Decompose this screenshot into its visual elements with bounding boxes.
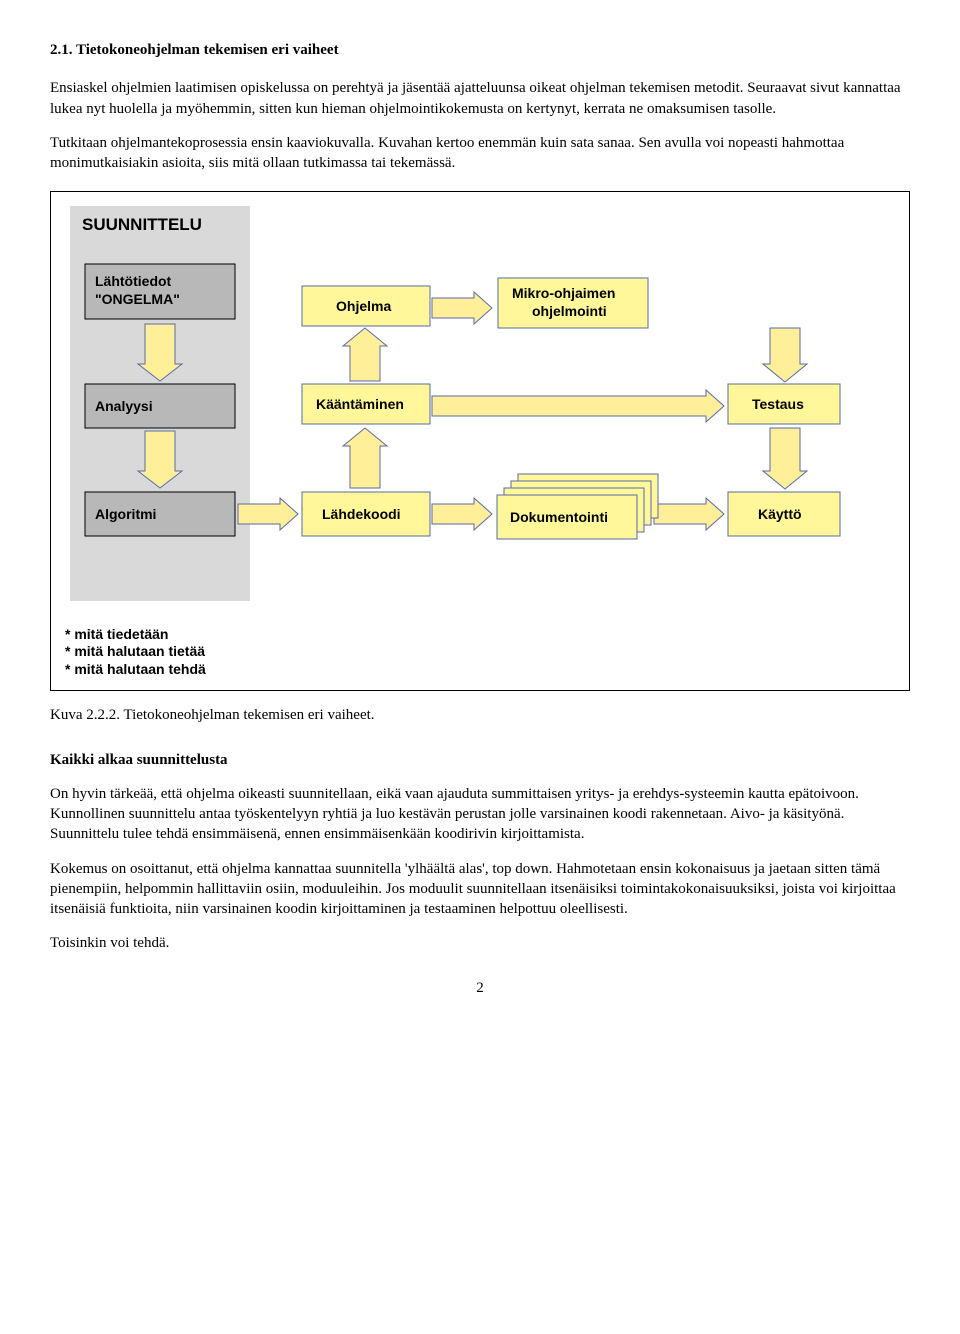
svg-text:"ONGELMA": "ONGELMA"	[95, 291, 180, 307]
node-testaus: Testaus	[728, 384, 840, 424]
subsection-heading: Kaikki alkaa suunnittelusta	[50, 750, 910, 770]
flowchart-svg: SUUNNITTELU Lähtötiedot "ONGELMA" Analyy…	[65, 206, 895, 676]
node-lahdekoodi: Lähdekoodi	[302, 492, 430, 536]
node-kaytto: Käyttö	[728, 492, 840, 536]
section-title: 2.1. Tietokoneohjelman tekemisen eri vai…	[50, 40, 910, 60]
intro-para-1: Ensiaskel ohjelmien laatimisen opiskelus…	[50, 78, 910, 119]
svg-text:Käyttö: Käyttö	[758, 506, 802, 522]
footnote-1: * mitä tiedetään	[65, 626, 206, 644]
sub-para-3: Toisinkin voi tehdä.	[50, 933, 910, 953]
node-ohjelma: Ohjelma	[302, 286, 430, 326]
arrow-kaantaminen-ohjelma	[343, 328, 387, 381]
arrow-lahdekoodi-dokumentointi	[432, 498, 492, 530]
svg-text:Analyysi: Analyysi	[95, 398, 153, 414]
suunnittelu-title: SUUNNITTELU	[82, 215, 202, 234]
arrow-dokumentointi-kaytto	[654, 498, 724, 530]
footnote-3: * mitä halutaan tehdä	[65, 661, 206, 679]
svg-text:Dokumentointi: Dokumentointi	[510, 509, 608, 525]
node-dokumentointi-stack: Dokumentointi	[497, 474, 658, 539]
footnote-2: * mitä halutaan tietää	[65, 643, 206, 661]
intro-para-2: Tutkitaan ohjelmantekoprosessia ensin ka…	[50, 133, 910, 174]
node-analyysi: Analyysi	[85, 384, 235, 428]
arrow-mikro-testaus	[763, 328, 807, 382]
arrow-testaus-kaytto	[763, 428, 807, 489]
sub-para-2: Kokemus on osoittanut, että ohjelma kann…	[50, 859, 910, 920]
svg-text:Kääntäminen: Kääntäminen	[316, 396, 404, 412]
sub-para-1: On hyvin tärkeää, että ohjelma oikeasti …	[50, 784, 910, 845]
node-kaantaminen: Kääntäminen	[302, 384, 430, 424]
node-lahtotiedot: Lähtötiedot "ONGELMA"	[85, 264, 235, 319]
arrow-ohjelma-mikro	[432, 292, 492, 324]
node-mikro: Mikro-ohjaimen ohjelmointi	[498, 278, 648, 328]
arrow-lahdekoodi-kaantaminen	[343, 428, 387, 488]
svg-text:Lähdekoodi: Lähdekoodi	[322, 506, 401, 522]
page-number: 2	[50, 978, 910, 998]
svg-text:ohjelmointi: ohjelmointi	[532, 303, 607, 319]
diagram-footnotes: * mitä tiedetään * mitä halutaan tietää …	[65, 626, 206, 679]
svg-text:Testaus: Testaus	[752, 396, 804, 412]
svg-text:Algoritmi: Algoritmi	[95, 506, 156, 522]
svg-text:Ohjelma: Ohjelma	[336, 298, 391, 314]
figure-caption: Kuva 2.2.2. Tietokoneohjelman tekemisen …	[50, 705, 910, 725]
flowchart-container: SUUNNITTELU Lähtötiedot "ONGELMA" Analyy…	[50, 191, 910, 691]
svg-text:Lähtötiedot: Lähtötiedot	[95, 273, 172, 289]
arrow-kaantaminen-testaus	[432, 390, 724, 422]
node-algoritmi: Algoritmi	[85, 492, 235, 536]
svg-text:Mikro-ohjaimen: Mikro-ohjaimen	[512, 285, 615, 301]
